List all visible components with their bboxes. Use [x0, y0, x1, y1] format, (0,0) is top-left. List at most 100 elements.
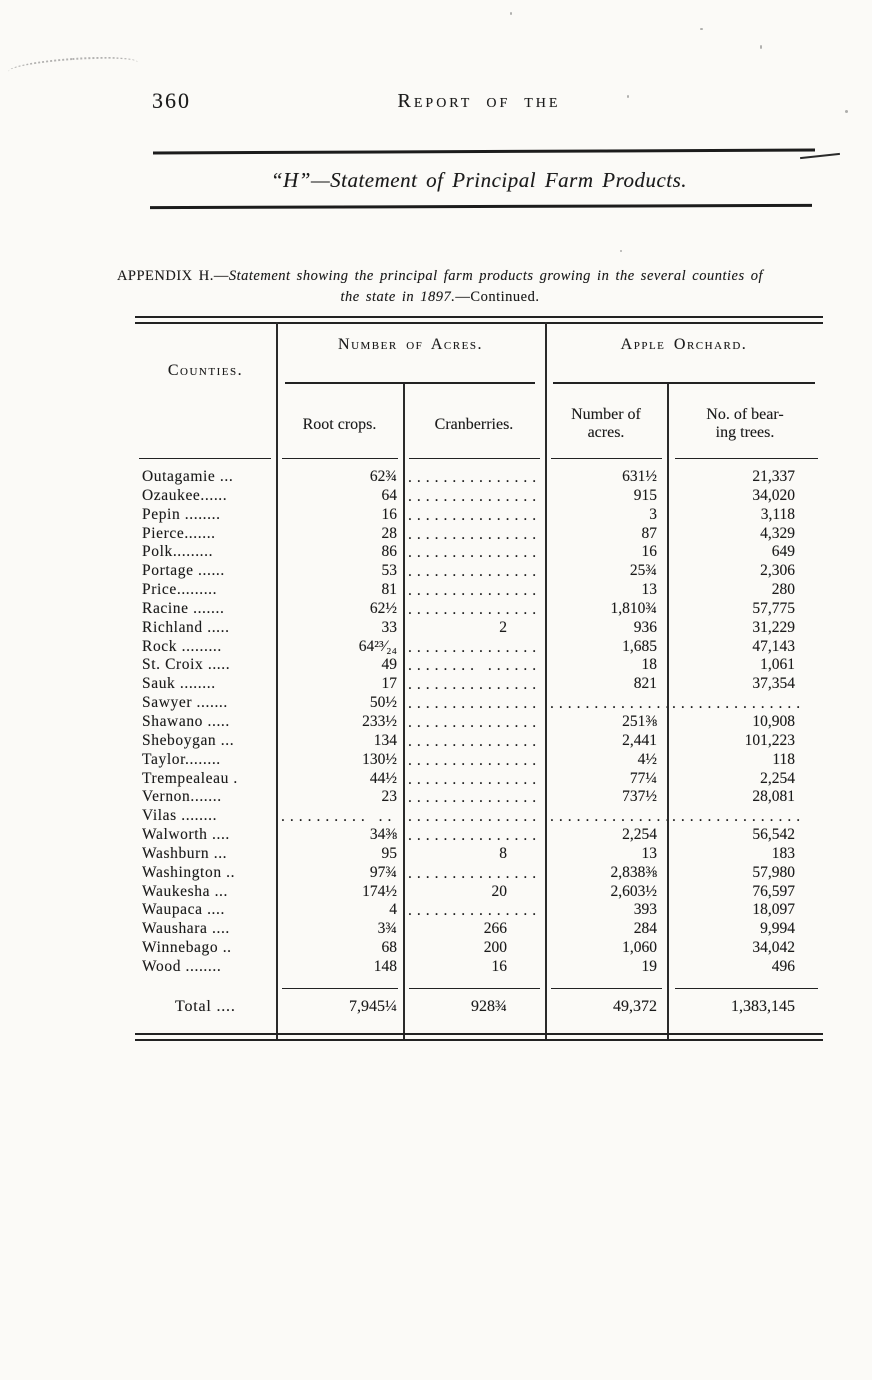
bearing-trees-cell: 2,306: [760, 562, 795, 580]
county-cell: Washburn ...: [142, 844, 228, 862]
county-cell: Vernon.......: [142, 788, 222, 806]
total-root-crops: 7,945¼: [349, 998, 397, 1015]
bearing-trees-cell: 57,775: [752, 599, 795, 617]
total-label: Total ....: [175, 998, 236, 1015]
root-crops-cell: 44½: [369, 769, 397, 787]
header-counties: Counties.: [167, 362, 244, 379]
orchard-acres-cell: ...............: [550, 695, 667, 713]
caption-italic-text: Statement showing the principal farm pro…: [228, 268, 764, 306]
root-crops-cell: 33: [381, 618, 398, 636]
column-divider: [276, 322, 278, 1039]
bearing-trees-cell: 28,081: [752, 788, 795, 806]
column-underline: [139, 458, 271, 460]
table-row: Ozaukee...... 64 ............... 915 34,…: [135, 487, 823, 506]
cranberries-cell: 266: [483, 920, 507, 938]
county-cell: Shawano .....: [142, 712, 230, 730]
orchard-acres-cell: 1,060: [622, 939, 657, 957]
cranberries-cell: ...............: [408, 902, 542, 920]
orchard-acres-cell: 87: [641, 524, 658, 542]
table-row: Shawano ..... 233½ ............... 251⅜ …: [135, 713, 823, 732]
table-row: Sheboygan ... 134 ............... 2,441 …: [135, 732, 823, 751]
total-separator: [551, 988, 662, 990]
table-row: St. Croix ..... 49 ........ ...... 18 1,…: [135, 656, 823, 675]
total-cranberries: 928¾: [471, 998, 507, 1015]
cranberries-cell: 20: [491, 882, 508, 900]
county-cell: Sawyer .......: [142, 694, 228, 712]
table-row: Washburn ... 95 8 13 183: [135, 845, 823, 864]
cranberries-cell: ...............: [408, 582, 542, 600]
root-crops-cell: .......... ..: [281, 808, 397, 826]
root-crops-cell: 134: [373, 731, 397, 749]
cranberries-cell: 2: [499, 618, 507, 636]
orchard-acres-cell: 915: [633, 486, 657, 504]
scan-speck: [700, 28, 703, 30]
scan-speck: [627, 95, 629, 98]
table-row: Winnebago .. 68 200 1,060 34,042: [135, 939, 823, 958]
scan-speck: [510, 12, 512, 15]
orchard-acres-cell: 18: [641, 656, 658, 674]
orchard-acres-cell: 4½: [637, 750, 657, 768]
root-crops-cell: 62½: [369, 599, 397, 617]
total-row: Total .... 7,945¼ 928¾ 49,372 1,383,145: [135, 996, 823, 1018]
bearing-trees-cell: ...............: [672, 808, 806, 826]
county-cell: Sheboygan ...: [142, 731, 235, 749]
county-cell: Racine .......: [142, 599, 225, 617]
column-divider: [667, 382, 669, 1039]
table-row: Portage ...... 53 ............... 25¾ 2,…: [135, 562, 823, 581]
county-cell: Sauk ........: [142, 675, 216, 693]
orchard-acres-cell: 821: [633, 675, 657, 693]
county-cell: Portage ......: [142, 562, 225, 580]
orchard-acres-cell: 737½: [622, 788, 657, 806]
root-crops-cell: 62¾: [369, 468, 397, 485]
group-underline: [285, 382, 535, 384]
root-crops-cell: 17: [381, 675, 398, 693]
root-crops-cell: 86: [381, 543, 398, 561]
scan-speck: [620, 250, 622, 252]
scan-speck: [845, 110, 848, 113]
total-bearing-trees: 1,383,145: [731, 998, 795, 1015]
orchard-acres-cell: 2,838⅜: [610, 863, 658, 881]
bearing-trees-cell: 2,254: [760, 769, 795, 787]
header-bearing-trees: No. of bear- ing trees.: [667, 406, 823, 443]
horizontal-rule: [152, 148, 816, 155]
root-crops-cell: 95: [381, 844, 398, 862]
county-cell: Trempealeau .: [142, 769, 238, 787]
bearing-trees-cell: 56,542: [752, 826, 795, 844]
cranberries-cell: ...............: [408, 751, 542, 769]
orchard-acres-cell: 19: [641, 957, 658, 975]
cranberries-cell: 200: [483, 939, 507, 957]
bearing-trees-cell: 118: [772, 750, 795, 768]
root-crops-cell: 34⅜: [369, 826, 397, 844]
table-top-rule: [135, 316, 823, 319]
root-crops-cell: 64: [381, 486, 398, 504]
county-cell: Winnebago ..: [142, 939, 232, 957]
orchard-acres-cell: 251⅜: [622, 712, 657, 730]
county-cell: Price.........: [142, 581, 218, 599]
bearing-trees-cell: 57,980: [752, 863, 795, 881]
orchard-acres-cell: 393: [633, 901, 657, 919]
orchard-acres-cell: 3: [649, 505, 657, 523]
section-title: “H”—Statement of Principal Farm Products…: [270, 168, 688, 192]
county-cell: St. Croix .....: [142, 656, 231, 674]
table-row: Wood ........ 148 16 19 496: [135, 958, 823, 977]
running-head: Report of the: [397, 90, 561, 112]
header-group-apple-orchard: Apple Orchard.: [620, 336, 748, 353]
cranberries-cell: ...............: [408, 732, 542, 750]
bearing-trees-cell: 1,061: [760, 656, 795, 674]
orchard-acres-cell: 2,441: [622, 731, 657, 749]
root-crops-cell: 81: [381, 581, 398, 599]
table-row: Price......... 81 ............... 13 280: [135, 581, 823, 600]
horizontal-rule: [149, 203, 813, 210]
scan-squiggle-artifact: [7, 53, 139, 81]
bearing-trees-cell: 21,337: [752, 468, 795, 485]
table-caption: APPENDIX H.—Statement showing the princi…: [116, 266, 764, 308]
root-crops-cell: 148: [373, 957, 397, 975]
bearing-trees-cell: 649: [771, 543, 795, 561]
county-cell: Outagamie ...: [142, 468, 234, 485]
total-separator: [409, 988, 540, 990]
bearing-trees-cell: 101,223: [744, 731, 795, 749]
orchard-acres-cell: 25¾: [629, 562, 657, 580]
cranberries-cell: ...............: [408, 827, 542, 845]
bearing-trees-cell: 47,143: [752, 637, 795, 655]
